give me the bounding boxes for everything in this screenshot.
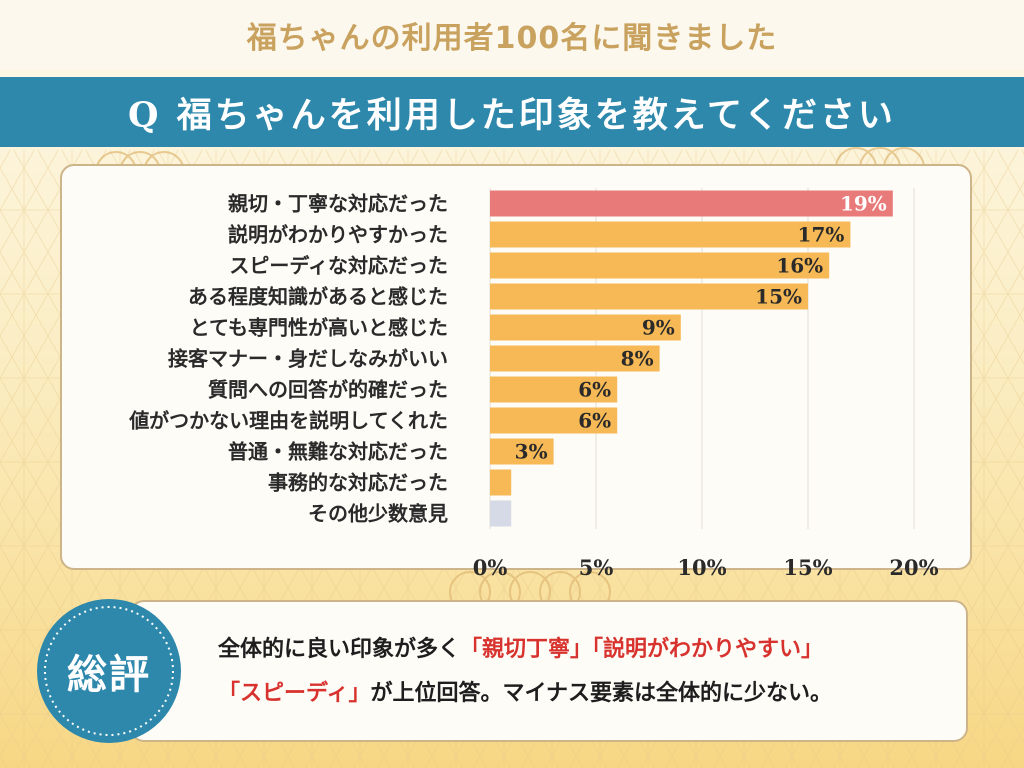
- summary-part-1: 全体的に良い印象が多く: [218, 637, 461, 662]
- tick-label: 10%: [677, 555, 726, 580]
- value-label: 19%: [840, 192, 887, 216]
- bars: 19% 17% 16% 15% 9% 8% 6% 6% 3%: [490, 190, 893, 527]
- bar: [490, 314, 681, 341]
- tick-label: 0%: [473, 555, 508, 580]
- category-label: 値がつかない理由を説明してくれた: [128, 409, 448, 433]
- category-label: 説明がわかりやすかった: [228, 223, 448, 247]
- bar: [490, 407, 618, 434]
- bar: [490, 221, 851, 248]
- subtitle-banner: 福ちゃんの利用者100名に聞きました: [0, 0, 1024, 70]
- bar: [490, 283, 808, 310]
- summary-badge-label: 総評: [67, 651, 151, 698]
- category-label: ある程度知識があると感じた: [188, 285, 448, 309]
- summary-highlight-1: 「親切丁寧」「説明がわかりやすい」: [460, 637, 824, 662]
- bar: [490, 376, 618, 403]
- subtitle-text: 福ちゃんの利用者100名に聞きました: [246, 21, 778, 56]
- bar: [490, 252, 830, 279]
- bar: [490, 190, 893, 217]
- value-label: 15%: [755, 285, 802, 309]
- bar: [490, 469, 512, 496]
- question-bar: Q 福ちゃんを利用した印象を教えてください: [0, 77, 1024, 147]
- bar: [490, 500, 512, 527]
- category-label: 親切・丁寧な対応だった: [228, 192, 448, 216]
- summary-highlight-2: 「スピーディ」: [218, 681, 371, 706]
- tick-label: 5%: [579, 555, 614, 580]
- tick-label: 15%: [783, 555, 832, 580]
- question-text: Q 福ちゃんを利用した印象を教えてください: [128, 94, 896, 136]
- category-label: 普通・無難な対応だった: [228, 440, 448, 464]
- category-label: 質問への回答が的確だった: [208, 378, 448, 402]
- category-label: 接客マナー・身だしなみがいい: [168, 347, 448, 371]
- category-label: スピーディな対応だった: [229, 254, 448, 278]
- value-label: 3%: [515, 440, 548, 464]
- bar: [490, 438, 554, 465]
- tick-label: 20%: [889, 555, 938, 580]
- value-label: 6%: [578, 378, 611, 402]
- value-label: 17%: [798, 223, 845, 247]
- bar: [490, 345, 660, 372]
- category-label: 事務的な対応だった: [268, 471, 448, 495]
- x-axis-ticks: 0% 5% 10% 15% 20%: [473, 555, 939, 580]
- summary-badge: [37, 599, 181, 743]
- chart-panel: 19% 17% 16% 15% 9% 8% 6% 6% 3% 親切・丁寧な対応だった 説明がわかり…: [60, 164, 972, 580]
- summary-panel: 全体的に良い印象が多く「親切丁寧」「説明がわかりやすい」 「スピーディ」が上位回…: [130, 600, 968, 742]
- bar-chart: 19% 17% 16% 15% 9% 8% 6% 6% 3% 親切・丁寧な対応だった説明がわかり…: [128, 188, 939, 580]
- category-label: とても専門性が高いと感じた: [190, 316, 448, 340]
- value-label: 6%: [578, 409, 611, 433]
- category-label: その他少数意見: [308, 502, 448, 526]
- value-label: 16%: [776, 254, 823, 278]
- summary-text: 全体的に良い印象が多く「親切丁寧」「説明がわかりやすい」 「スピーディ」が上位回…: [218, 628, 958, 716]
- value-label: 9%: [642, 316, 675, 340]
- summary-part-2: が上位回答。マイナス要素は全体的に少ない。: [370, 681, 833, 706]
- category-labels: 親切・丁寧な対応だった説明がわかりやすかったスピーディな対応だったある程度知識が…: [128, 192, 448, 526]
- value-label: 8%: [621, 347, 654, 371]
